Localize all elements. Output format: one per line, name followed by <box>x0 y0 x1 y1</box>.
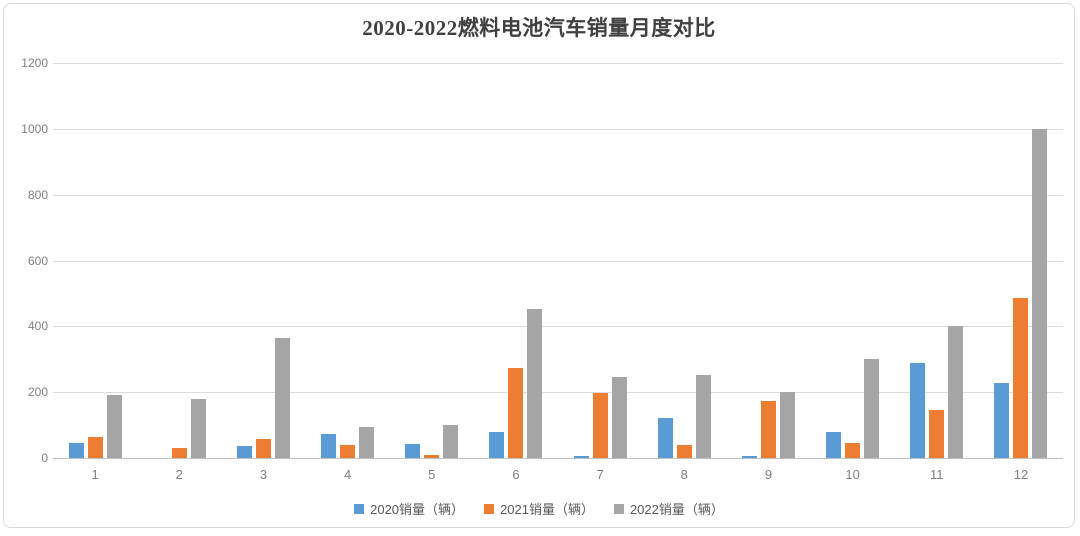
bar <box>106 395 122 458</box>
bar <box>359 427 375 458</box>
bar <box>948 326 964 458</box>
x-tick-label: 12 <box>1013 467 1029 482</box>
x-tick-label: 10 <box>845 467 860 482</box>
bar <box>274 338 290 458</box>
y-tick-label: 800 <box>27 187 48 202</box>
y-tick-label: 600 <box>27 253 48 268</box>
bar <box>236 446 252 458</box>
gridline <box>53 260 1063 262</box>
bar <box>1013 298 1029 458</box>
bar <box>611 377 627 458</box>
y-tick-label: 400 <box>27 319 48 334</box>
legend-label: 2021销量（辆） <box>500 502 594 517</box>
x-tick-label: 9 <box>764 467 773 482</box>
bar <box>826 432 842 458</box>
bar <box>405 444 421 458</box>
bar-group-month-12 <box>979 63 1063 458</box>
y-tick-label: 200 <box>27 385 48 400</box>
bar <box>255 439 271 458</box>
bar-group-month-3 <box>221 63 305 458</box>
x-axis-line <box>53 458 1063 459</box>
x-tick-label: 3 <box>259 467 268 482</box>
bar <box>929 410 945 458</box>
bar-group-month-9 <box>726 63 810 458</box>
x-axis: 1 2 3 4 5 6 7 8 9 10 11 12 <box>53 467 1063 482</box>
x-tick-label: 5 <box>428 467 436 482</box>
y-tick-label: 1200 <box>21 56 48 70</box>
chart-window: 2020-2022燃料电池汽车销量月度对比 0 200 400 600 800 1000 1… <box>3 3 1075 528</box>
bar-group-month-4 <box>306 63 390 458</box>
legend-item: 2020销量（辆） <box>354 499 464 518</box>
legend-swatch-icon <box>354 503 365 514</box>
bar-groups <box>53 63 1063 458</box>
legend-swatch-icon <box>613 503 624 514</box>
x-tick-label: 4 <box>343 467 352 482</box>
bar-group-month-1 <box>53 63 137 458</box>
x-tick-label: 8 <box>680 467 688 482</box>
bar <box>592 393 608 458</box>
bar <box>910 363 926 458</box>
bar <box>340 445 356 458</box>
bar <box>424 455 440 458</box>
gridline <box>53 392 1063 394</box>
chart-title: 2020-2022燃料电池汽车销量月度对比 <box>362 16 716 40</box>
legend-label: 2022销量（辆） <box>629 502 724 517</box>
bar <box>994 383 1010 458</box>
x-tick-label: 6 <box>512 467 520 482</box>
x-tick-label: 2 <box>175 467 183 482</box>
bar-group-month-11 <box>895 63 979 458</box>
legend: 2020销量（辆） 2021销量（辆） 2022销量（辆） <box>4 499 1074 518</box>
x-tick-label: 1 <box>91 467 99 482</box>
bar <box>489 432 505 458</box>
legend-swatch-icon <box>484 503 495 514</box>
gridline <box>53 326 1063 328</box>
bar <box>676 445 692 458</box>
bar-group-month-8 <box>642 63 726 458</box>
bar <box>779 392 795 458</box>
bar <box>573 456 589 458</box>
bar <box>1032 129 1048 458</box>
bar <box>845 443 861 458</box>
bar-group-month-7 <box>558 63 642 458</box>
bar <box>68 443 84 458</box>
bar-group-month-2 <box>137 63 221 458</box>
gridline <box>53 128 1063 130</box>
bar-group-month-6 <box>474 63 558 458</box>
bar <box>760 401 776 458</box>
plot-area <box>53 63 1063 459</box>
legend-item: 2022销量（辆） <box>613 499 724 518</box>
bar <box>508 368 524 458</box>
bar-group-month-10 <box>811 63 895 458</box>
bar <box>527 309 543 458</box>
x-tick-label: 7 <box>596 467 604 482</box>
gridline <box>53 63 1063 64</box>
x-tick-label: 11 <box>930 467 944 482</box>
bar <box>695 375 711 458</box>
bar <box>864 359 880 458</box>
bar <box>657 418 673 458</box>
bar <box>87 437 103 458</box>
legend-label: 2020销量（辆） <box>370 502 465 517</box>
bar <box>741 456 757 458</box>
y-tick-label: 1000 <box>21 121 48 136</box>
y-tick-label: 0 <box>41 451 48 465</box>
bar <box>443 425 459 458</box>
bar <box>171 448 187 458</box>
bar <box>190 399 206 458</box>
legend-item: 2021销量（辆） <box>484 499 594 518</box>
gridline <box>53 194 1063 196</box>
bar <box>321 434 337 458</box>
bar-group-month-5 <box>390 63 474 458</box>
